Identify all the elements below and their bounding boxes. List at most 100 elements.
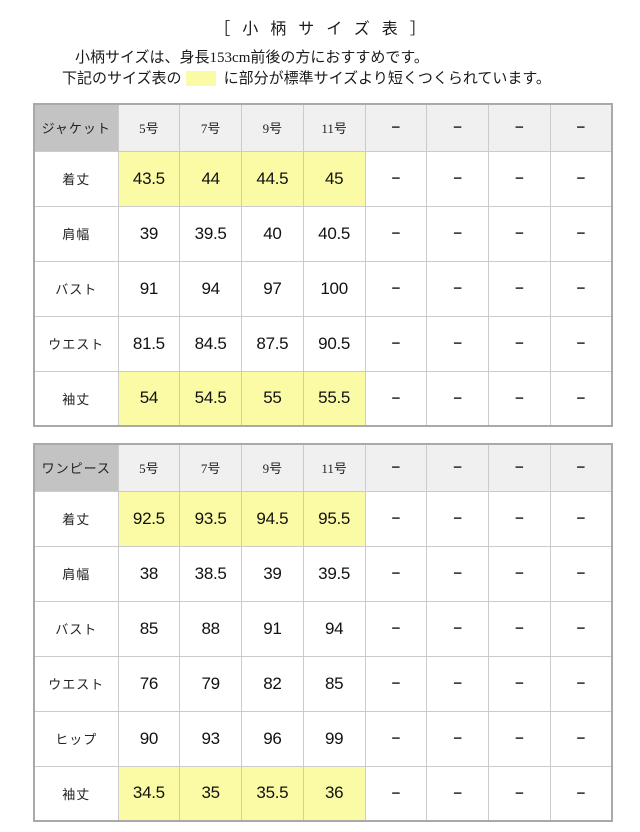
value-cell: 35 — [179, 765, 242, 822]
table-title-cell: ワンピース — [33, 443, 119, 492]
row-label: 袖丈 — [33, 370, 119, 427]
value-cell: 38.5 — [179, 545, 242, 602]
value-cell: 45 — [302, 150, 366, 207]
empty-value-cell: − — [364, 600, 428, 657]
measurement-row: 肩幅 39 39.5 40 40.5− − − − — [33, 205, 613, 262]
value-cell: 39.5 — [179, 205, 242, 262]
row-label: 肩幅 — [33, 545, 119, 602]
value-cell: 55.5 — [302, 370, 366, 427]
size-table-jacket: ジャケット 5号 7号 9号 11号 − − − − 着丈 43.5 44 44.5 45− − − − 肩幅 39… — [33, 103, 613, 427]
value-cell: 54 — [117, 370, 181, 427]
empty-value-cell: − — [426, 260, 489, 317]
description-line-2-suffix: に部分が標準サイズより短くつくられています。 — [223, 71, 551, 87]
value-cell: 88 — [179, 600, 242, 657]
value-cell: 36 — [302, 765, 366, 822]
page-title: ［小柄サイズ表］ — [214, 21, 438, 38]
empty-value-cell: − — [426, 600, 489, 657]
row-label: バスト — [33, 260, 119, 317]
empty-value-cell: − — [549, 710, 613, 767]
measurement-row: ウエスト 81.5 84.5 87.5 90.5− − − − — [33, 315, 613, 372]
size-column-header: 5号 — [117, 443, 181, 492]
empty-value-cell: − — [488, 600, 551, 657]
size-column-header: 7号 — [179, 103, 242, 152]
empty-size-column-header: − — [488, 103, 551, 152]
value-cell: 76 — [117, 655, 181, 712]
row-label: 袖丈 — [33, 765, 119, 822]
size-column-header: 7号 — [179, 443, 242, 492]
empty-value-cell: − — [488, 545, 551, 602]
empty-value-cell: − — [364, 545, 428, 602]
row-label: バスト — [33, 600, 119, 657]
empty-value-cell: − — [488, 150, 551, 207]
header-row: ジャケット 5号 7号 9号 11号 − − − − — [33, 103, 613, 152]
value-cell: 40 — [241, 205, 304, 262]
empty-size-column-header: − — [549, 103, 613, 152]
empty-value-cell: − — [549, 765, 613, 822]
empty-value-cell: − — [426, 205, 489, 262]
measurement-row: 袖丈 54 54.5 55 55.5− − − − — [33, 370, 613, 427]
empty-value-cell: − — [426, 765, 489, 822]
measurement-row: ウエスト 76 79 82 85− − − − — [33, 655, 613, 712]
empty-value-cell: − — [364, 370, 428, 427]
value-cell: 90 — [117, 710, 181, 767]
empty-size-column-header: − — [549, 443, 613, 492]
value-cell: 94 — [302, 600, 366, 657]
value-cell: 84.5 — [179, 315, 242, 372]
measurement-row: 着丈 43.5 44 44.5 45− − − − — [33, 150, 613, 207]
value-cell: 94.5 — [241, 490, 304, 547]
size-table-onepiece: ワンピース 5号 7号 9号 11号 − − − − 着丈 92.5 93.5 94.5 95.5− − − −… — [33, 443, 613, 822]
value-cell: 35.5 — [241, 765, 304, 822]
empty-value-cell: − — [426, 150, 489, 207]
empty-value-cell: − — [488, 490, 551, 547]
empty-value-cell: − — [549, 370, 613, 427]
value-cell: 39 — [241, 545, 304, 602]
size-column-header: 9号 — [241, 443, 304, 492]
row-label: 着丈 — [33, 150, 119, 207]
header-row: ワンピース 5号 7号 9号 11号 − − − − — [33, 443, 613, 492]
empty-value-cell: − — [426, 370, 489, 427]
value-cell: 92.5 — [117, 490, 181, 547]
value-cell: 85 — [117, 600, 181, 657]
value-cell: 93 — [179, 710, 242, 767]
empty-value-cell: − — [549, 490, 613, 547]
empty-value-cell: − — [488, 205, 551, 262]
value-cell: 99 — [302, 710, 366, 767]
description-line-1: 小柄サイズは、身長153cm前後の方におすすめです。 — [75, 50, 429, 66]
size-column-header: 5号 — [117, 103, 181, 152]
value-cell: 90.5 — [302, 315, 366, 372]
empty-value-cell: − — [549, 260, 613, 317]
row-label: 着丈 — [33, 490, 119, 547]
size-column-header: 11号 — [302, 443, 366, 492]
table-title-cell: ジャケット — [33, 103, 119, 152]
value-cell: 100 — [302, 260, 366, 317]
size-column-header: 9号 — [241, 103, 304, 152]
empty-value-cell: − — [426, 490, 489, 547]
empty-value-cell: − — [426, 545, 489, 602]
empty-value-cell: − — [364, 260, 428, 317]
value-cell: 55 — [241, 370, 304, 427]
measurement-row: バスト 91 94 97 100− − − − — [33, 260, 613, 317]
measurement-row: バスト 85 88 91 94− − − − — [33, 600, 613, 657]
empty-size-column-header: − — [364, 103, 428, 152]
value-cell: 43.5 — [117, 150, 181, 207]
measurement-row: ヒップ 90 93 96 99− − − − — [33, 710, 613, 767]
value-cell: 97 — [241, 260, 304, 317]
value-cell: 85 — [302, 655, 366, 712]
empty-size-column-header: − — [364, 443, 428, 492]
value-cell: 79 — [179, 655, 242, 712]
empty-value-cell: − — [488, 710, 551, 767]
empty-value-cell: − — [549, 150, 613, 207]
value-cell: 44.5 — [241, 150, 304, 207]
description-line-2: 下記のサイズ表の に部分が標準サイズより短くつくられています。 — [62, 69, 551, 89]
empty-value-cell: − — [549, 655, 613, 712]
value-cell: 81.5 — [117, 315, 181, 372]
size-column-header: 11号 — [302, 103, 366, 152]
value-cell: 39 — [117, 205, 181, 262]
value-cell: 40.5 — [302, 205, 366, 262]
empty-value-cell: − — [549, 545, 613, 602]
value-cell: 34.5 — [117, 765, 181, 822]
highlight-swatch — [185, 71, 216, 86]
empty-value-cell: − — [364, 655, 428, 712]
value-cell: 91 — [117, 260, 181, 317]
empty-size-column-header: − — [426, 443, 489, 492]
